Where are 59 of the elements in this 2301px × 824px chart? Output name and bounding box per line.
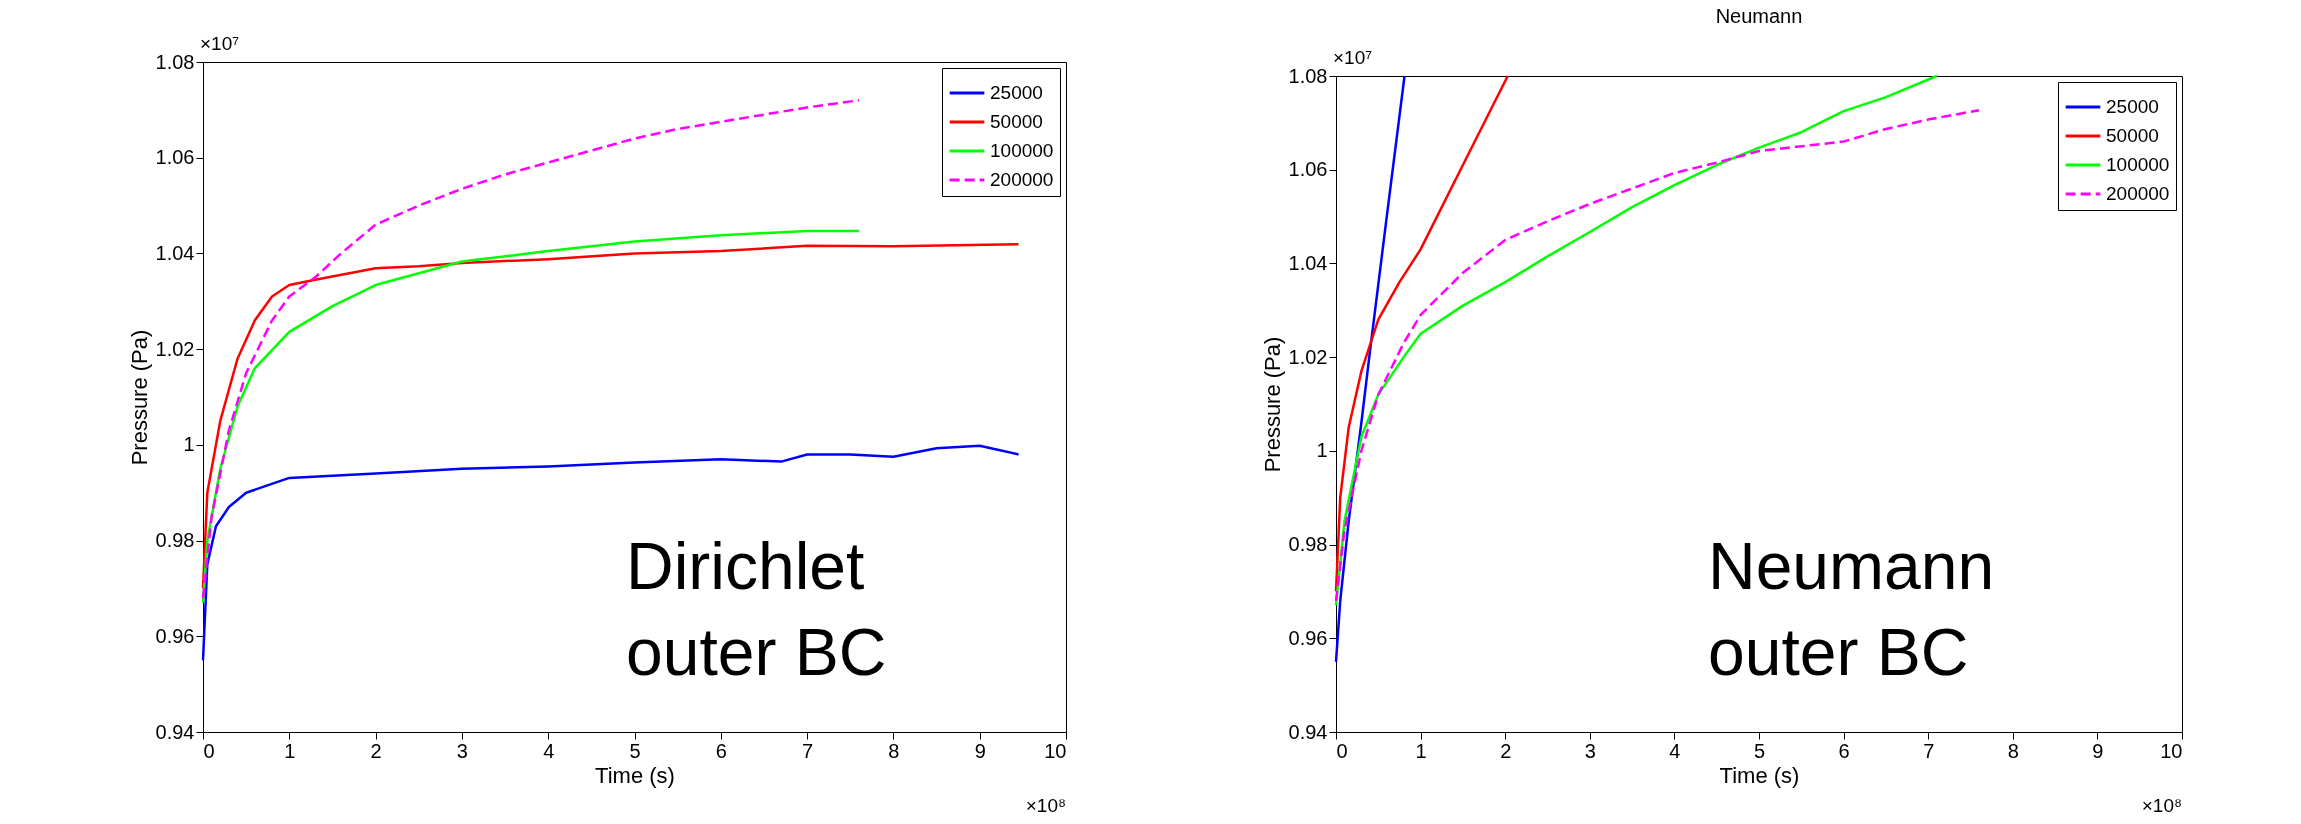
x-tick-label: 2 [1500, 739, 1512, 762]
legend-label: 100000 [2106, 154, 2170, 175]
x-tick-label: 9 [974, 739, 986, 762]
line-series [1334, 74, 1509, 593]
annotation: Neumann outer BC [1708, 529, 1995, 689]
x-tick-label: 4 [1669, 739, 1681, 762]
y-axis-title: Pressure (Pa) [1259, 336, 1285, 473]
x-tick-label: 3 [456, 739, 468, 762]
y-tick-label: 1.02 [1288, 345, 1328, 368]
y-tick-label: 1.06 [155, 146, 195, 169]
x-tick-label: 2 [370, 739, 382, 762]
y-tick-label: 0.98 [1288, 533, 1328, 556]
y-tick-label: 0.96 [1288, 626, 1328, 649]
legend-label: 50000 [2106, 125, 2159, 146]
legend-label: 200000 [990, 169, 1054, 190]
y-tick-label: 0.98 [155, 529, 195, 552]
x-tick-label: 0 [203, 739, 215, 762]
x-tick-label: 1 [1415, 739, 1427, 762]
x-tick-label: 7 [1923, 739, 1935, 762]
x-tick-label: 6 [715, 739, 727, 762]
x-tick-label: 3 [1584, 739, 1596, 762]
legend-label: 25000 [990, 82, 1043, 103]
line-series [201, 243, 1020, 590]
x-tick-label: 0 [1336, 739, 1348, 762]
x-tick-label: 10 [2160, 739, 2183, 762]
y-tick-label: 0.96 [155, 624, 195, 647]
text: ×10⁷ [200, 33, 240, 54]
x-tick-label: 8 [888, 739, 900, 762]
text: ×10⁸ [2141, 795, 2182, 816]
chart-title: Neumann [1715, 5, 1803, 27]
x-tick-label: 9 [2092, 739, 2104, 762]
x-axis-title: Time (s) [1719, 762, 1800, 788]
x-tick-label: 4 [543, 739, 555, 762]
y-tick-label: 1.04 [155, 241, 195, 264]
y-tick-label: 1.06 [1288, 158, 1328, 181]
text: ×10⁸ [1025, 795, 1066, 816]
legend-label: 200000 [2106, 183, 2170, 204]
x-tick-label: 5 [629, 739, 641, 762]
x-tick-label: 8 [2007, 739, 2019, 762]
legend-label: 100000 [990, 140, 1054, 161]
y-tick-label: 1.04 [1288, 251, 1328, 274]
legend-label: 50000 [990, 111, 1043, 132]
y-tick-label: 1 [183, 433, 195, 456]
annotation: Dirichlet outer BC [626, 529, 887, 689]
y-tick-label: 1.08 [155, 50, 195, 73]
y-tick-label: 0.94 [1288, 720, 1328, 743]
x-tick-label: 6 [1838, 739, 1850, 762]
text: ×10⁷ [1333, 47, 1373, 68]
x-tick-label: 10 [1044, 739, 1067, 762]
x-axis-title: Time (s) [595, 762, 675, 788]
x-tick-label: 1 [284, 739, 296, 762]
x-tick-label: 5 [1753, 739, 1766, 762]
x-tick-label: 7 [802, 739, 814, 762]
y-axis-title: Pressure (Pa) [126, 329, 152, 466]
y-tick-label: 1.02 [155, 337, 195, 360]
legend-label: 25000 [2106, 96, 2159, 117]
y-tick-label: 1.08 [1288, 64, 1328, 87]
y-tick-label: 0.94 [155, 720, 195, 743]
y-tick-label: 1 [1316, 439, 1328, 462]
